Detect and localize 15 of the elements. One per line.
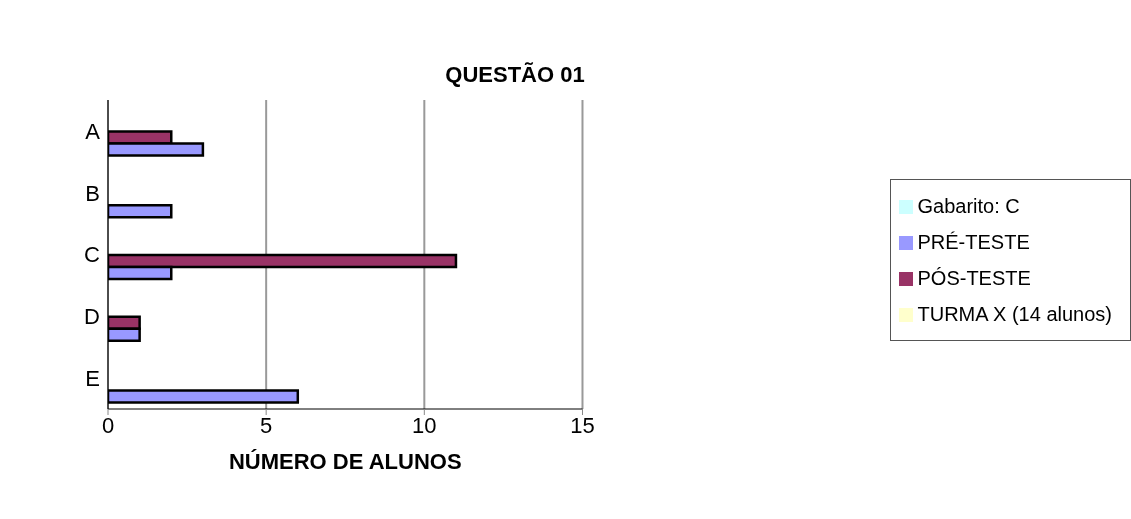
x-tick-label: 5 xyxy=(260,412,273,438)
x-axis-title: NÚMERO DE ALUNOS xyxy=(228,449,462,474)
y-tick-label: B xyxy=(85,180,100,206)
y-tick-label: E xyxy=(85,365,100,391)
x-tick-label: 10 xyxy=(412,412,437,438)
chart-title: QUESTÃO 01 xyxy=(444,62,586,88)
x-tick-label: 15 xyxy=(570,412,595,438)
legend-label: Gabarito: C xyxy=(917,194,1020,217)
legend-label: PRÉ-TESTE xyxy=(917,230,1030,253)
legend-label: PÓS-TESTE xyxy=(917,266,1031,289)
y-tick-label: D xyxy=(84,304,100,330)
legend-label: TURMA X (14 alunos) xyxy=(917,302,1112,325)
y-tick-label: C xyxy=(84,242,101,268)
y-tick-label: A xyxy=(85,118,101,144)
x-tick-label: 0 xyxy=(101,412,115,438)
